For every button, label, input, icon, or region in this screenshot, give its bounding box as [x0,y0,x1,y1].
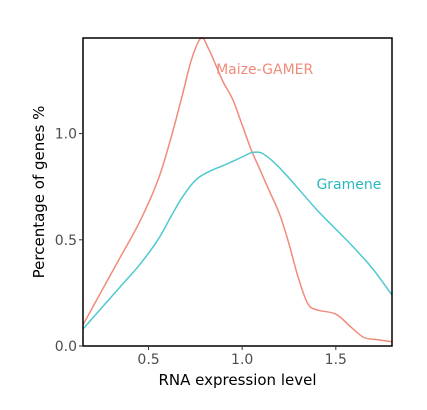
series-label-maize-gamer: Maize-GAMER [216,62,313,78]
y-tick-label: 1.0 [55,127,77,143]
series-label-gramene: Gramene [316,177,381,193]
y-tick-label: 0.5 [55,233,77,249]
x-tick-label: 1.5 [325,352,347,368]
y-tick-label: 0.0 [55,339,77,355]
x-tick-label: 1.0 [231,352,253,368]
y-axis-title: Percentage of genes % [30,106,48,279]
plot-lines [82,37,393,343]
x-tick-label: 0.5 [137,352,159,368]
series-line-maize-gamer [82,37,393,343]
x-axis-title: RNA expression level [158,371,316,389]
series-line-gramene [82,151,393,330]
x-axis: 0.5 1.0 1.5 [137,346,347,368]
plot-frame [82,37,393,347]
y-axis: 0.0 0.5 1.0 [55,127,83,355]
